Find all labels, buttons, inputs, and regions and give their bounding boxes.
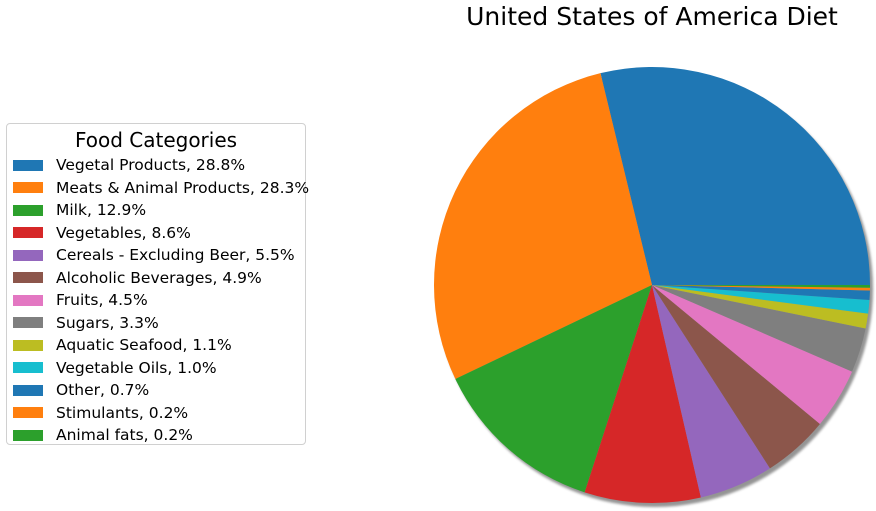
- legend-swatch: [13, 362, 43, 374]
- legend-swatch: [13, 384, 43, 396]
- legend-swatch: [13, 182, 43, 194]
- legend-label: Sugars, 3.3%: [56, 313, 159, 332]
- pie-slice-4: [652, 285, 770, 498]
- legend-label: Vegetable Oils, 1.0%: [56, 358, 217, 377]
- pie-slice-12: [652, 285, 870, 288]
- pie-slice-3: [584, 285, 701, 504]
- pie-slice-0: [600, 66, 871, 285]
- legend-title: Food Categories: [74, 128, 238, 152]
- legend-swatch: [13, 407, 43, 419]
- legend-swatch: [13, 204, 43, 216]
- legend-swatch: [13, 317, 43, 329]
- pie-slice-7: [652, 285, 866, 372]
- pie-slice-5: [652, 285, 820, 469]
- pie-slices: [433, 66, 871, 504]
- pie-slice-9: [652, 285, 870, 314]
- legend-swatch: [13, 294, 43, 306]
- pie-slice-8: [652, 285, 869, 329]
- legend-label: Milk, 12.9%: [56, 201, 147, 220]
- legend-item: Fruits, 4.5%: [7, 289, 305, 312]
- chart-title: United States of America Diet: [466, 2, 838, 31]
- pie-slice-2: [455, 285, 652, 493]
- legend-label: Vegetal Products, 28.8%: [56, 156, 246, 175]
- pie-slice-6: [652, 285, 853, 424]
- legend-label: Aquatic Seafood, 1.1%: [56, 336, 232, 355]
- legend-item: Milk, 12.9%: [7, 199, 305, 222]
- legend-item: Animal fats, 0.2%: [7, 424, 305, 447]
- legend-label: Other, 0.7%: [56, 381, 150, 400]
- pie-slice-11: [652, 285, 870, 291]
- legend-item: Other, 0.7%: [7, 379, 305, 402]
- legend-label: Fruits, 4.5%: [56, 291, 148, 310]
- legend-label: Meats & Animal Products, 28.3%: [56, 178, 310, 197]
- legend-swatch: [13, 159, 43, 171]
- legend-label: Vegetables, 8.6%: [56, 223, 191, 242]
- legend-item: Cereals - Excluding Beer, 5.5%: [7, 244, 305, 267]
- legend-item: Alcoholic Beverages, 4.9%: [7, 267, 305, 290]
- legend-item: Aquatic Seafood, 1.1%: [7, 334, 305, 357]
- legend-swatch: [13, 339, 43, 351]
- legend-label: Cereals - Excluding Beer, 5.5%: [56, 246, 295, 265]
- legend-label: Stimulants, 0.2%: [56, 403, 189, 422]
- legend-items: Vegetal Products, 28.8% Meats & Animal Pr…: [7, 154, 309, 447]
- legend-item: Vegetables, 8.6%: [7, 222, 305, 245]
- legend-label: Alcoholic Beverages, 4.9%: [56, 268, 262, 287]
- legend: Food Categories Vegetal Products, 28.8% M…: [6, 123, 309, 447]
- pie-slice-10: [652, 285, 870, 301]
- legend-item: Vegetable Oils, 1.0%: [7, 357, 305, 380]
- legend-label: Animal fats, 0.2%: [56, 426, 193, 445]
- legend-swatch: [13, 227, 43, 239]
- legend-swatch: [13, 429, 43, 441]
- legend-swatch: [13, 272, 43, 284]
- legend-item: Sugars, 3.3%: [7, 312, 305, 335]
- pie-slice-1: [433, 73, 652, 380]
- legend-item: Stimulants, 0.2%: [7, 402, 305, 425]
- legend-item: Meats & Animal Products, 28.3%: [7, 177, 309, 200]
- legend-swatch: [13, 249, 43, 261]
- legend-item: Vegetal Products, 28.8%: [7, 154, 305, 177]
